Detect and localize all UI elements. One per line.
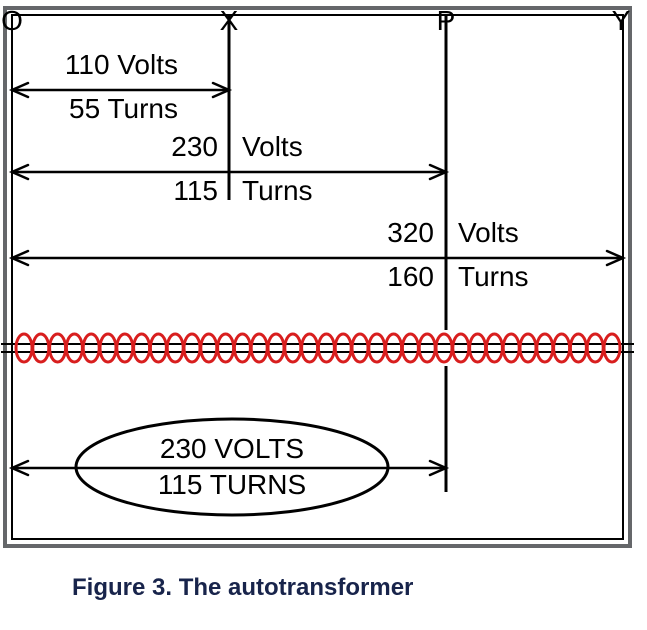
arrow-ox-volts: 110 Volts	[65, 49, 178, 80]
outer-frame	[5, 8, 630, 546]
arrow-oy-turns-num: 160	[387, 261, 434, 292]
tap-label-O: O	[1, 5, 23, 36]
autotransformer-figure: OXPY110 Volts55 Turns230Volts115Turns320…	[0, 0, 647, 630]
arrow-oy-volts-num: 320	[387, 217, 434, 248]
arrow-oy-volts-unit: Volts	[458, 217, 519, 248]
diagram-svg: OXPY110 Volts55 Turns230Volts115Turns320…	[0, 0, 647, 630]
arrow-op-turns-num: 115	[173, 175, 218, 206]
arrow-bottom-op-turns: 115 TURNS	[158, 469, 306, 500]
arrow-op-turns-unit: Turns	[242, 175, 313, 206]
coil-turns	[16, 334, 620, 362]
arrow-op-volts-num: 230	[171, 131, 218, 162]
figure-caption: Figure 3. The autotransformer	[72, 574, 413, 602]
arrow-bottom-op-volts: 230 VOLTS	[160, 433, 304, 464]
tap-label-Y: Y	[612, 5, 631, 36]
arrow-ox-turns: 55 Turns	[69, 93, 178, 124]
arrow-op-volts-unit: Volts	[242, 131, 303, 162]
arrow-oy-turns-unit: Turns	[458, 261, 529, 292]
